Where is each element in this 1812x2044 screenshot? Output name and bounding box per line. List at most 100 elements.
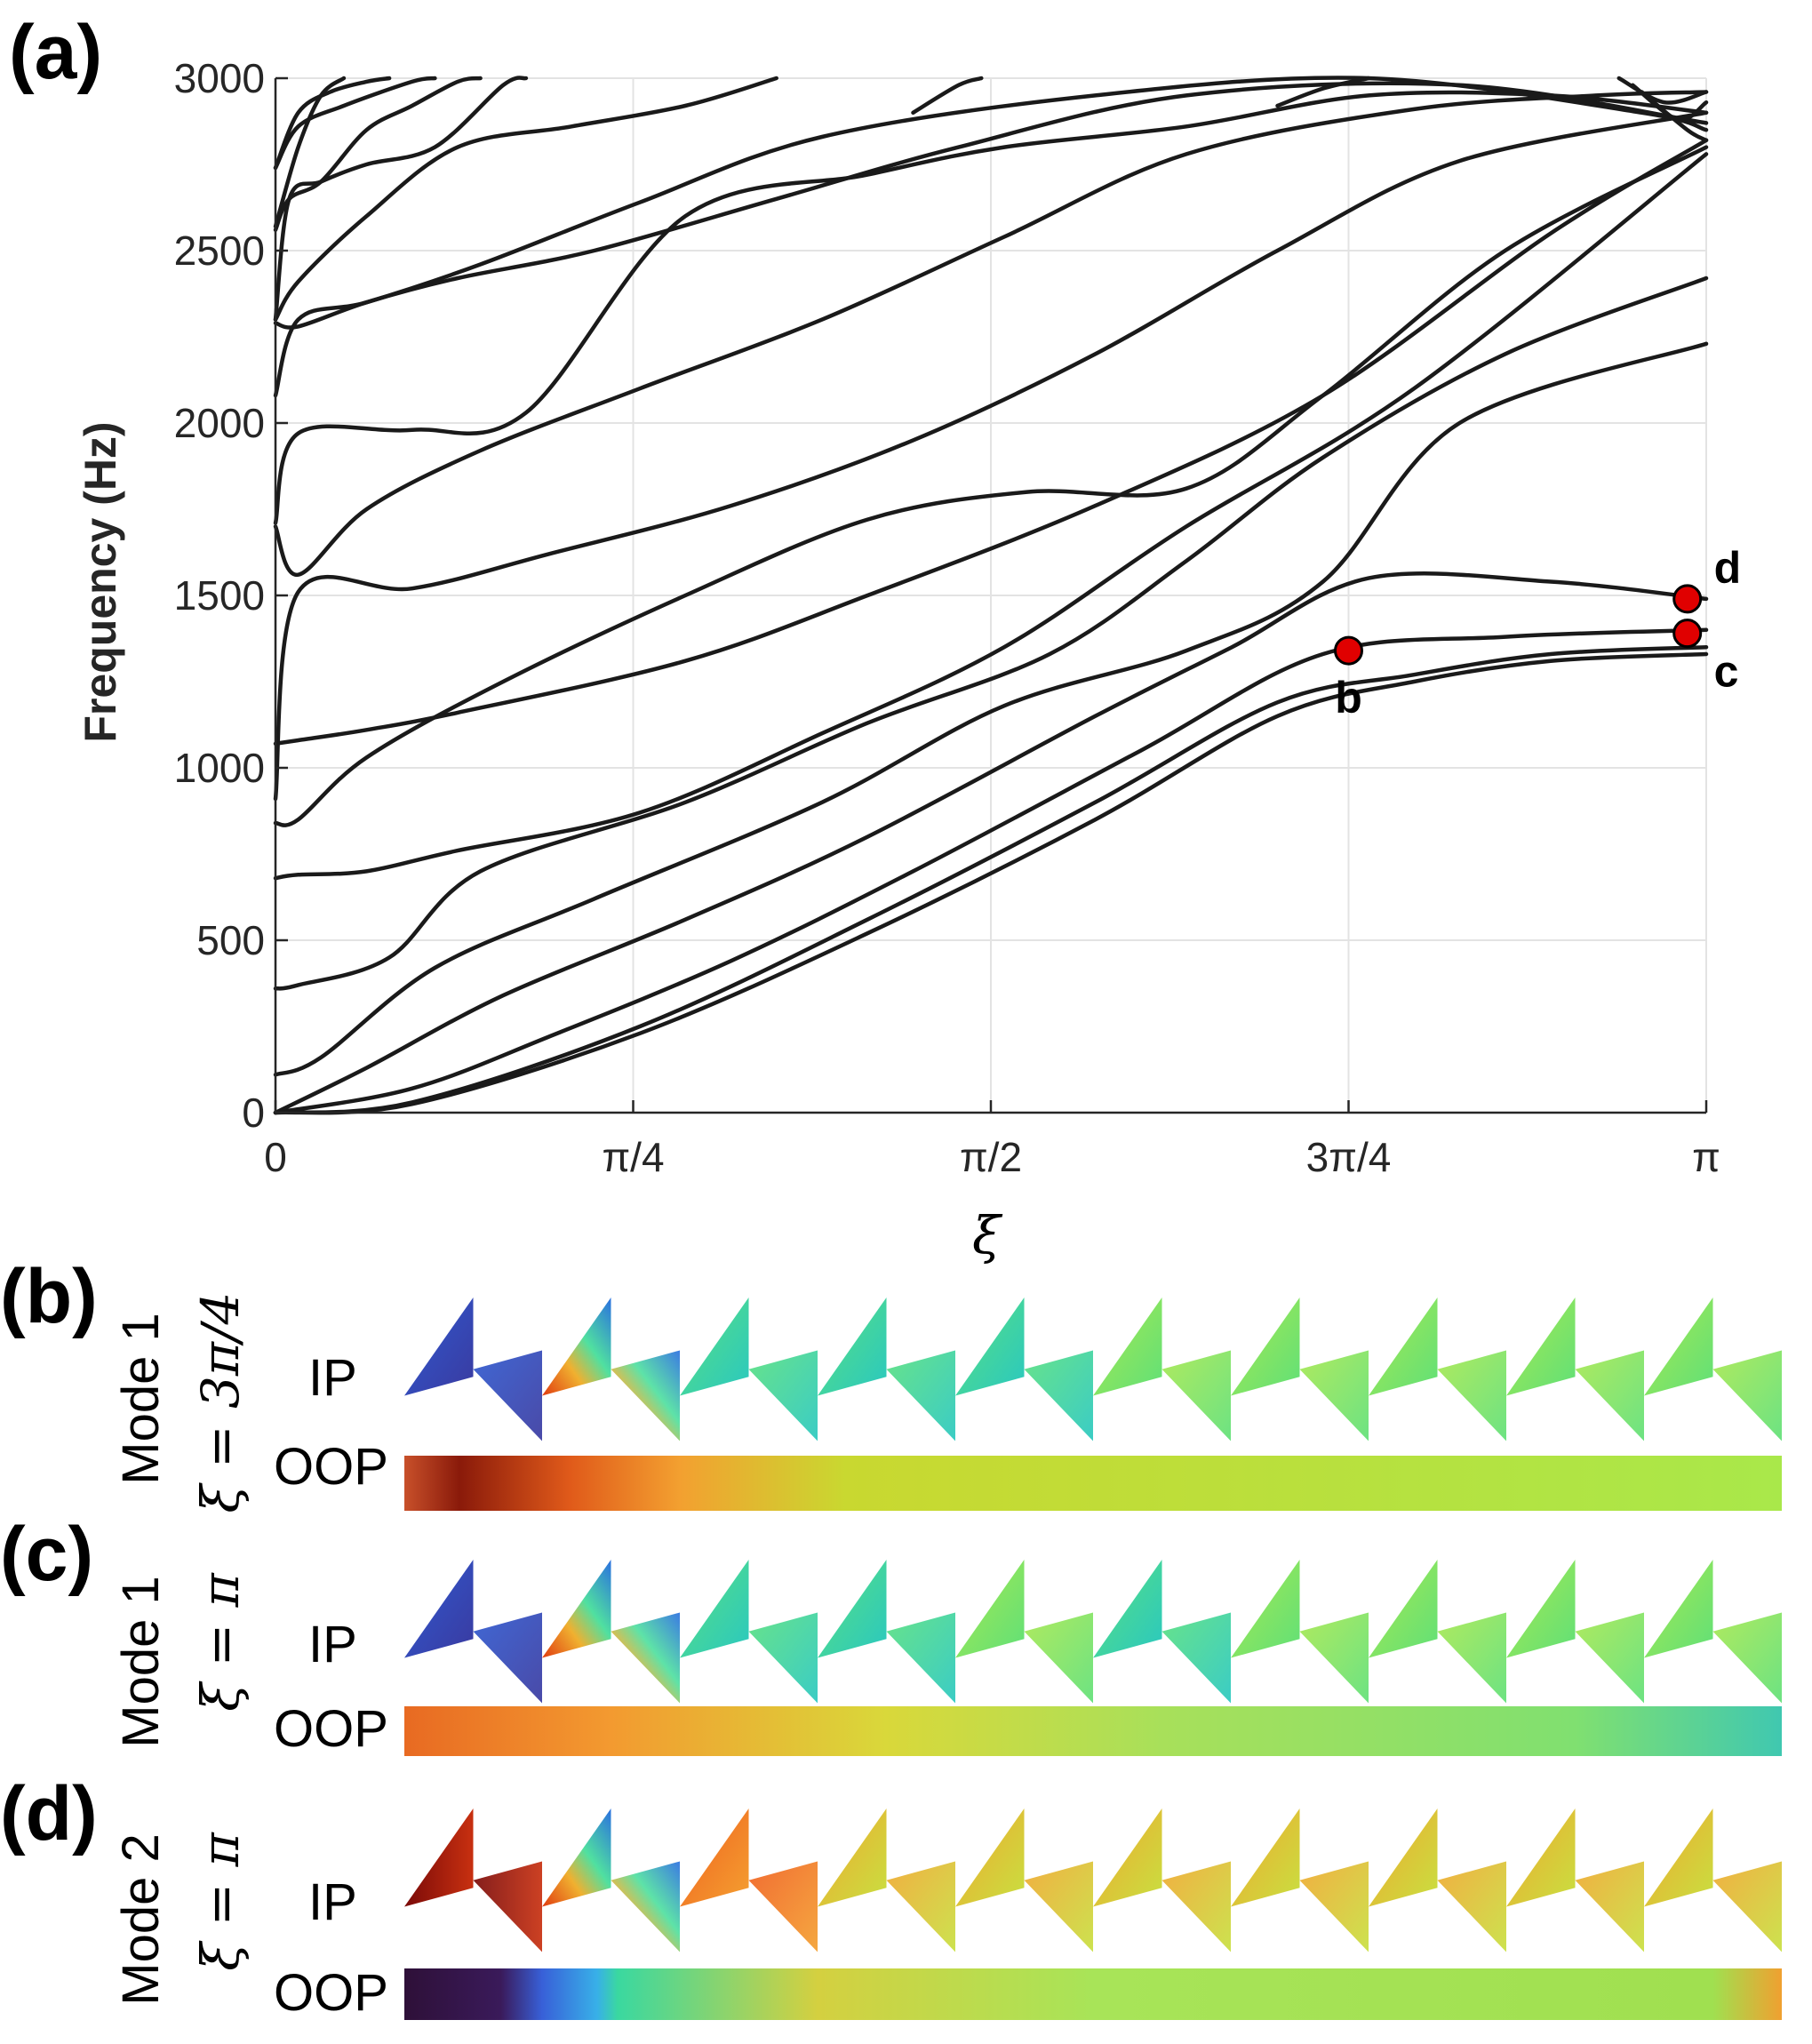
cell-lower bbox=[473, 1350, 542, 1441]
mode-point-label-d: d bbox=[1714, 543, 1742, 593]
cell-upper bbox=[1369, 1297, 1438, 1396]
x-tick-label: 0 bbox=[264, 1134, 287, 1180]
cell-lower bbox=[1161, 1350, 1231, 1441]
dispersion-branch-19 bbox=[273, 76, 392, 171]
cell-upper bbox=[1231, 1297, 1300, 1396]
mode-label-c: Mode 1 bbox=[112, 1576, 170, 1747]
y-tick-label: 1000 bbox=[174, 745, 265, 791]
x-axis-label: ξ bbox=[972, 1205, 1003, 1266]
y-tick-label: 2000 bbox=[174, 400, 265, 446]
tick-labels: 0 500 1000 1500 2000 2500 3000 0 π/4 π/2 3π/4 π bbox=[174, 55, 1720, 1180]
cell-upper bbox=[818, 1808, 887, 1907]
dispersion-branch-7 bbox=[273, 152, 1709, 881]
cell-upper bbox=[1506, 1297, 1576, 1396]
x-tick-label: π/4 bbox=[602, 1134, 664, 1180]
x-tick-label: π/2 bbox=[960, 1134, 1022, 1180]
panel-label-a: (a) bbox=[9, 10, 102, 95]
cell-upper bbox=[680, 1560, 749, 1658]
dispersion-branch-5 bbox=[273, 341, 1709, 1077]
ip-label-c: IP bbox=[308, 1616, 357, 1673]
y-tick-label: 500 bbox=[196, 917, 265, 963]
xi-label-b: ξ = 3π/4 bbox=[190, 1292, 251, 1513]
cell-lower bbox=[1575, 1350, 1644, 1441]
dispersion-branch-12 bbox=[273, 90, 1709, 525]
cell-upper bbox=[404, 1560, 474, 1658]
dispersion-branch-17 bbox=[273, 76, 483, 232]
cell-upper bbox=[542, 1808, 611, 1907]
cell-lower bbox=[1712, 1350, 1782, 1441]
cell-upper bbox=[1506, 1560, 1576, 1658]
cell-lower bbox=[1024, 1350, 1093, 1441]
cell-lower bbox=[748, 1350, 818, 1441]
mode-shapes bbox=[404, 1297, 1782, 2020]
x-tick-label: π bbox=[1692, 1134, 1720, 1180]
cell-lower bbox=[1712, 1612, 1782, 1704]
panel-label-d: (d) bbox=[0, 1771, 98, 1856]
dispersion-branch-23 bbox=[1616, 76, 1709, 105]
oop-shape-c bbox=[404, 1706, 1782, 1756]
xi-label-c: ξ = π bbox=[190, 1572, 251, 1711]
cell-upper bbox=[1093, 1808, 1162, 1907]
dispersion-branch-11 bbox=[273, 90, 1709, 577]
y-tick-label: 0 bbox=[242, 1090, 265, 1136]
cell-lower bbox=[473, 1612, 542, 1704]
cell-lower bbox=[886, 1861, 955, 1952]
cell-upper bbox=[680, 1297, 749, 1396]
dispersion-branch-14 bbox=[273, 81, 1709, 330]
grid bbox=[275, 77, 1707, 1114]
cell-lower bbox=[611, 1861, 680, 1952]
cell-upper bbox=[680, 1808, 749, 1907]
ip-label-d: IP bbox=[308, 1873, 357, 1931]
x-tick-label: 3π/4 bbox=[1306, 1134, 1392, 1180]
mode-label-d: Mode 2 bbox=[112, 1833, 170, 2005]
cell-lower bbox=[1575, 1861, 1644, 1952]
y-tick-label: 3000 bbox=[174, 55, 265, 101]
mode-point-b bbox=[1334, 635, 1364, 666]
dispersion-branch-2 bbox=[273, 644, 1709, 1115]
mode-label-b: Mode 1 bbox=[112, 1313, 170, 1484]
dispersion-curves bbox=[273, 76, 1709, 1115]
cell-lower bbox=[611, 1612, 680, 1704]
cell-lower bbox=[1299, 1350, 1369, 1441]
dispersion-branch-16 bbox=[273, 76, 529, 322]
cell-upper bbox=[1093, 1297, 1162, 1396]
cell-upper bbox=[1231, 1560, 1300, 1658]
cell-lower bbox=[1024, 1861, 1093, 1952]
cell-lower bbox=[1712, 1861, 1782, 1952]
y-tick-label: 1500 bbox=[174, 572, 265, 619]
dispersion-branch-9 bbox=[273, 138, 1709, 747]
ip-shape-c bbox=[404, 1560, 1782, 1704]
cell-lower bbox=[1299, 1612, 1369, 1704]
cell-lower bbox=[886, 1350, 955, 1441]
dispersion-branch-20 bbox=[273, 76, 347, 229]
dispersion-branch-18 bbox=[273, 76, 437, 171]
mode-markers: b c d bbox=[1334, 543, 1742, 723]
oop-shape-d bbox=[404, 1968, 1782, 2020]
mode-point-c bbox=[1672, 619, 1703, 649]
cell-lower bbox=[1437, 1861, 1506, 1952]
dispersion-branch-10 bbox=[273, 110, 1709, 802]
dispersion-branch-21 bbox=[911, 76, 984, 116]
cell-lower bbox=[473, 1861, 542, 1952]
cell-upper bbox=[818, 1297, 887, 1396]
mode-point-d bbox=[1672, 584, 1703, 614]
cell-upper bbox=[542, 1560, 611, 1658]
cell-upper bbox=[1369, 1560, 1438, 1658]
dispersion-branch-22 bbox=[1275, 76, 1371, 108]
cell-upper bbox=[1506, 1808, 1576, 1907]
cell-upper bbox=[1231, 1808, 1300, 1907]
oop-label-c: OOP bbox=[274, 1700, 388, 1758]
dispersion-branch-3 bbox=[273, 627, 1709, 1115]
cell-upper bbox=[542, 1297, 611, 1396]
mode-point-label-b: b bbox=[1335, 673, 1362, 723]
cell-upper bbox=[404, 1808, 474, 1907]
oop-label-d: OOP bbox=[274, 1964, 388, 2022]
cell-upper bbox=[1369, 1808, 1438, 1907]
cell-lower bbox=[1299, 1861, 1369, 1952]
dispersion-branch-6 bbox=[273, 275, 1709, 991]
oop-shape-b bbox=[404, 1456, 1782, 1511]
cell-upper bbox=[1644, 1560, 1713, 1658]
ip-shape-b bbox=[404, 1297, 1782, 1441]
oop-label-b: OOP bbox=[274, 1438, 388, 1496]
ip-shape-d bbox=[404, 1808, 1782, 1952]
